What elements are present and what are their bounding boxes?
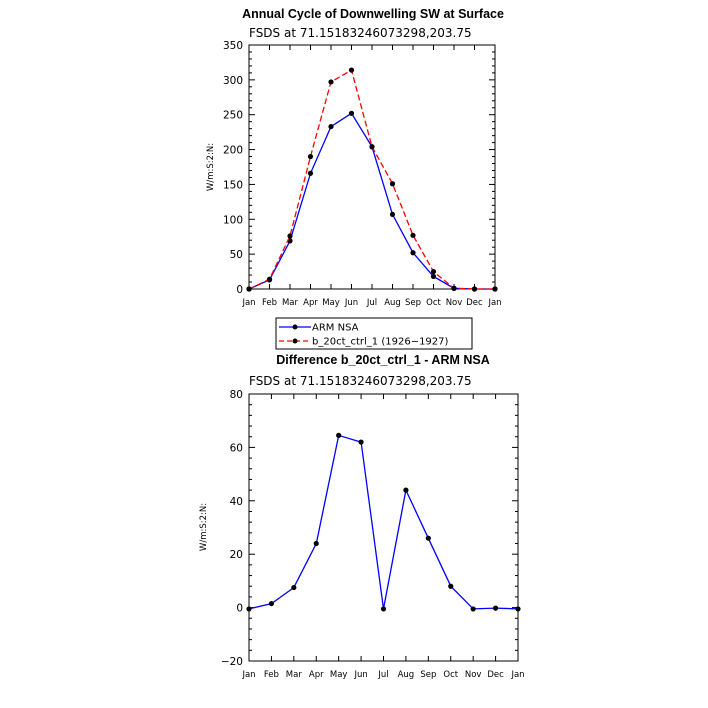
chart2-title: Difference b_20ct_ctrl_1 - ARM NSA: [276, 353, 490, 367]
chart2-y-axis-label: W/m:S:2:N:: [199, 503, 209, 551]
x-tick-label: Dec: [466, 298, 483, 308]
data-point: [380, 606, 387, 612]
x-tick-label: Mar: [282, 298, 299, 308]
chart2-subtitle: FSDS at 71.15183246073298,203.75: [249, 374, 472, 388]
x-tick-label: Apr: [303, 298, 318, 308]
legend-label-arm-nsa: ARM NSA: [312, 323, 359, 334]
y-tick-label: 40: [230, 496, 243, 508]
series-line-0: [248, 434, 519, 610]
data-point: [515, 606, 521, 612]
chart-difference: Difference b_20ct_ctrl_1 - ARM NSA FSDS …: [199, 353, 525, 680]
data-point: [246, 606, 252, 612]
data-point: [471, 286, 478, 292]
x-tick-label: Nov: [446, 298, 463, 308]
legend-marker-arm-nsa: [292, 324, 298, 330]
data-point: [287, 233, 293, 239]
data-point: [492, 605, 499, 611]
data-point: [348, 67, 355, 73]
data-point: [266, 276, 273, 282]
y-tick-label: 80: [230, 389, 243, 401]
x-tick-label: Jul: [366, 298, 377, 308]
chart-annual-cycle: Annual Cycle of Downwelling SW at Surfac…: [206, 7, 504, 350]
data-point: [246, 286, 252, 292]
chart2-frame: [248, 393, 519, 662]
chart1-title: Annual Cycle of Downwelling SW at Surfac…: [242, 7, 504, 21]
y-tick-label: 50: [230, 249, 243, 261]
x-tick-label: Oct: [443, 670, 458, 680]
x-tick-label: Oct: [426, 298, 441, 308]
data-point: [348, 110, 355, 116]
x-tick-label: Aug: [384, 298, 401, 308]
x-tick-label: Feb: [262, 298, 277, 308]
x-tick-label: Jan: [487, 298, 501, 308]
data-point: [369, 144, 375, 150]
x-tick-label: Apr: [309, 670, 324, 680]
y-tick-label: −20: [221, 656, 243, 668]
x-tick-label: Jun: [353, 670, 367, 680]
chart1-subtitle: FSDS at 71.15183246073298,203.75: [249, 26, 472, 40]
x-tick-label: Dec: [487, 670, 504, 680]
data-point: [313, 540, 319, 547]
chart1-legend: ARM NSA b_20ct_ctrl_1 (1926−1927): [275, 317, 473, 350]
x-tick-label: Jul: [377, 670, 388, 680]
data-point: [307, 153, 314, 160]
data-point: [291, 584, 297, 591]
data-point: [430, 273, 437, 280]
data-point: [358, 439, 364, 445]
y-tick-label: 0: [236, 284, 243, 296]
data-point: [425, 535, 431, 541]
data-point: [410, 232, 416, 238]
y-tick-label: 0: [236, 603, 243, 615]
x-tick-label: May: [322, 298, 340, 308]
data-point: [389, 181, 396, 187]
data-point: [492, 286, 498, 292]
x-tick-label: Jan: [241, 670, 255, 680]
x-tick-label: Sep: [405, 298, 421, 308]
legend-label-model: b_20ct_ctrl_1 (1926−1927): [312, 337, 449, 348]
data-point: [328, 123, 334, 130]
chart1-frame: [248, 44, 496, 290]
data-point: [328, 79, 334, 85]
data-point: [403, 487, 409, 493]
x-tick-label: Nov: [465, 670, 482, 680]
data-point: [451, 285, 457, 291]
x-tick-label: Jun: [344, 298, 358, 308]
x-tick-label: Sep: [420, 670, 436, 680]
x-tick-label: Jan: [241, 298, 255, 308]
y-tick-label: 250: [223, 110, 243, 122]
y-tick-label: 100: [223, 214, 243, 226]
x-tick-label: Jan: [510, 670, 524, 680]
legend-marker-model: [292, 338, 298, 344]
data-point: [410, 250, 416, 256]
y-tick-label: 300: [223, 75, 243, 87]
legend-box: [275, 317, 473, 350]
x-tick-label: May: [330, 670, 348, 680]
chart1-y-axis-label: W/m:S:2:N:: [206, 143, 216, 191]
y-tick-label: 20: [230, 549, 243, 561]
x-tick-label: Mar: [286, 670, 303, 680]
y-tick-label: 150: [223, 179, 243, 191]
y-tick-label: 350: [223, 40, 243, 52]
data-point: [268, 600, 275, 607]
y-tick-label: 60: [230, 442, 243, 454]
data-point: [448, 583, 454, 589]
x-tick-label: Feb: [264, 670, 279, 680]
series-line-1: [248, 69, 495, 290]
series-line-0: [248, 112, 495, 290]
data-point: [389, 211, 396, 218]
data-point: [307, 170, 314, 176]
data-point: [336, 432, 342, 438]
y-tick-label: 200: [223, 145, 243, 157]
data-point: [430, 268, 437, 275]
x-tick-label: Aug: [398, 670, 415, 680]
data-point: [470, 606, 476, 612]
